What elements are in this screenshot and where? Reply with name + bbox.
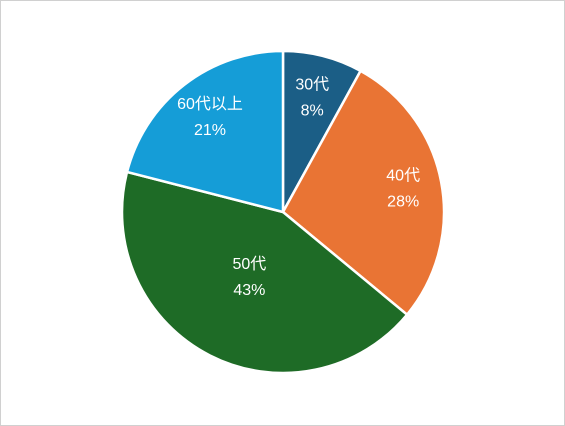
slice-value-label: 28% [387, 193, 419, 210]
slice-value-label: 43% [233, 282, 265, 299]
slice-value-label: 8% [301, 102, 324, 119]
slice-label: 30代 [295, 75, 329, 93]
slice-label: 60代以上 [177, 95, 243, 113]
slice-label: 50代 [232, 255, 266, 273]
pie-slice [281, 69, 446, 317]
pie-slice [125, 49, 285, 214]
slice-value-label: 21% [194, 122, 226, 139]
slice-label: 40代 [386, 166, 420, 184]
pie-slice [120, 170, 409, 375]
